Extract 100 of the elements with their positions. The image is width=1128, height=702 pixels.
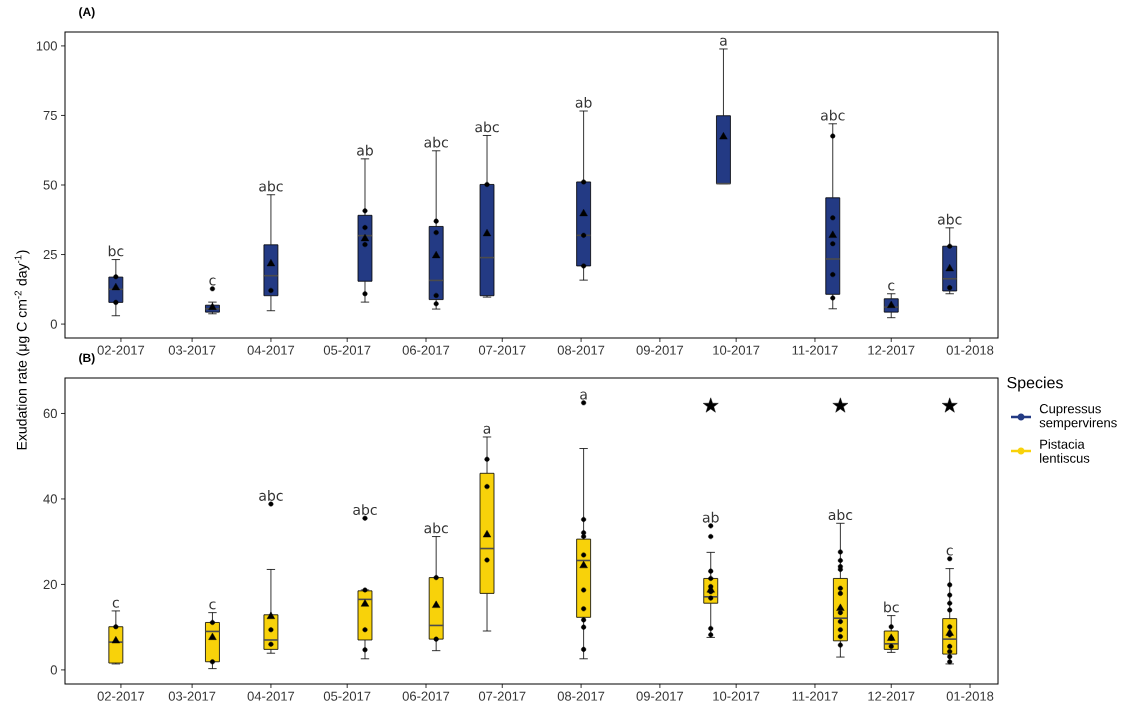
- point: [837, 585, 843, 591]
- x-tick-label: 05-2017: [323, 691, 371, 701]
- annotation: c: [209, 277, 216, 286]
- point: [581, 232, 587, 238]
- x-tick-label: 07-2017: [478, 691, 526, 701]
- x-tick-label: 10-2017: [713, 691, 760, 701]
- point: [113, 299, 119, 305]
- point: [947, 649, 953, 655]
- x-tick-label: 05-2017: [323, 345, 371, 355]
- x-tick-label: 11-2017: [792, 345, 838, 355]
- point: [433, 636, 439, 642]
- legend-title: Species: [1007, 376, 1063, 392]
- point: [581, 263, 587, 269]
- point: [581, 552, 587, 558]
- point: [947, 607, 953, 613]
- point: [947, 582, 953, 588]
- annotation: bc: [108, 245, 124, 257]
- point: [947, 600, 953, 606]
- chart-title: (B): [79, 353, 95, 365]
- x-tick-label: 07-2017: [478, 345, 526, 355]
- x-tick-label: 06-2017: [402, 691, 450, 701]
- annotation: c: [888, 282, 895, 291]
- point: [837, 557, 843, 563]
- x-tick-label: 04-2017: [247, 345, 295, 355]
- y-tick-label: 0: [50, 319, 57, 329]
- point: [837, 549, 843, 555]
- point: [947, 285, 953, 291]
- point: [888, 624, 894, 630]
- point: [581, 587, 587, 593]
- point: [837, 627, 843, 633]
- y-tick-label: 100: [36, 41, 57, 51]
- point: [362, 208, 368, 214]
- point: [581, 516, 587, 522]
- point: [268, 627, 274, 633]
- annotation: abc: [821, 109, 845, 121]
- y-tick-label: 40: [43, 494, 57, 504]
- point: [708, 625, 714, 631]
- annotation: abc: [259, 180, 283, 192]
- annotation: abc: [259, 490, 283, 501]
- point: [708, 568, 714, 574]
- point: [433, 230, 439, 236]
- point: [433, 218, 439, 224]
- point: [433, 292, 439, 298]
- x-tick-label: 04-2017: [247, 691, 295, 701]
- legend-label: Cupressus sempervirens: [1039, 404, 1117, 430]
- point: [837, 619, 843, 625]
- annotation: abc: [353, 504, 377, 515]
- x-tick-label: 02-2017: [97, 345, 145, 355]
- point: [947, 592, 953, 598]
- point: [837, 634, 843, 640]
- point: [581, 179, 587, 185]
- annotation: abc: [937, 213, 962, 225]
- legend-label: Pistacia lentiscus: [1040, 439, 1090, 463]
- point: [702, 397, 719, 413]
- point: [362, 647, 368, 653]
- point: [708, 575, 714, 581]
- annotation: ab: [702, 511, 719, 523]
- y-tick-label: 25: [43, 249, 57, 260]
- point: [830, 241, 836, 247]
- y-tick-label: 75: [43, 110, 57, 120]
- point: [830, 272, 836, 278]
- x-tick-label: 01-2018: [946, 345, 994, 355]
- point: [837, 610, 843, 616]
- point: [947, 243, 953, 249]
- x-tick-label: 08-2017: [557, 345, 605, 355]
- annotation: abc: [475, 121, 499, 133]
- point: [362, 627, 368, 633]
- x-tick-label: 12-2017: [868, 345, 915, 355]
- point: [708, 632, 714, 638]
- point: [113, 624, 119, 630]
- annotation: bc: [884, 601, 899, 613]
- point: [830, 295, 836, 301]
- point: [581, 530, 587, 536]
- point: [947, 659, 953, 665]
- point: [113, 274, 119, 280]
- annotation: c: [112, 599, 119, 608]
- x-tick-label: 11-2017: [792, 691, 838, 701]
- y-tick-label: 50: [43, 180, 57, 190]
- point: [581, 617, 587, 623]
- x-tick-label: 10-2017: [713, 345, 760, 355]
- annotation: abc: [828, 509, 853, 521]
- x-tick-label: 03-2017: [168, 691, 216, 701]
- x-tick-label: 02-2017: [97, 691, 145, 701]
- y-tick-label: 60: [43, 408, 57, 419]
- point: [581, 606, 587, 612]
- point: [830, 215, 836, 221]
- point: [268, 287, 274, 293]
- point: [362, 242, 368, 248]
- point: [209, 619, 215, 625]
- point: [484, 456, 490, 462]
- point: [947, 654, 953, 660]
- point: [362, 225, 368, 231]
- y-tick-label: 0: [50, 665, 57, 675]
- x-tick-label: 08-2017: [557, 691, 605, 701]
- point: [581, 646, 587, 652]
- x-tick-label: 01-2018: [946, 691, 994, 701]
- point: [830, 133, 836, 139]
- point: [484, 557, 490, 563]
- chart-title: (A): [79, 7, 95, 19]
- point: [941, 397, 958, 413]
